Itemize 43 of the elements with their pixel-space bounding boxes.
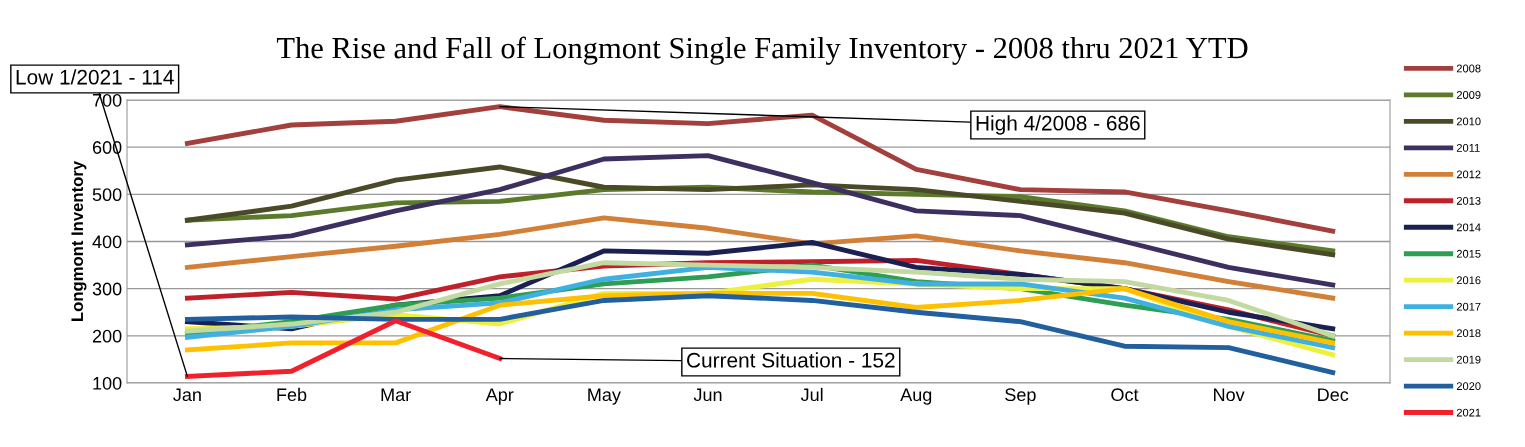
legend-label: 2013 <box>1456 196 1481 205</box>
legend-label: 2010 <box>1456 117 1481 126</box>
legend-label: 2008 <box>1456 64 1481 73</box>
y-tick-label: 100 <box>93 376 122 390</box>
legend-label: 2011 <box>1456 143 1480 152</box>
line-series <box>184 318 503 379</box>
legend-label: 2016 <box>1456 276 1481 285</box>
y-tick-label: 300 <box>92 282 122 296</box>
line-series <box>184 164 1336 258</box>
y-tick-label: 500 <box>92 188 122 202</box>
x-tick-label: Nov <box>1214 388 1245 402</box>
x-tick-label: Mar <box>381 388 411 402</box>
y-tick-label: 400 <box>92 235 122 249</box>
x-tick-label: Aug <box>900 388 932 405</box>
line-series <box>184 215 1336 301</box>
x-tick-label: Sep <box>1005 388 1036 405</box>
legend-label: 2020 <box>1456 382 1481 391</box>
legend-label: 2014 <box>1456 223 1481 232</box>
x-tick-label: Jun <box>693 388 722 402</box>
legend-label: 2017 <box>1456 302 1481 311</box>
legend-label: 2015 <box>1456 249 1481 258</box>
line-series <box>184 153 1336 288</box>
legend-label: 2018 <box>1456 329 1481 338</box>
legend-label: 2012 <box>1456 170 1481 179</box>
annotation: Low 1/2021 - 114 <box>16 69 174 85</box>
x-tick-label: Feb <box>277 387 307 402</box>
x-tick-label: Jul <box>800 387 823 402</box>
y-axis-title: Longmont Inventory <box>71 161 87 321</box>
annotation: Current Situation - 152 <box>687 352 895 368</box>
annotation: High 4/2008 - 686 <box>976 115 1140 135</box>
chart-title: The Rise and Fall of Longmont Single Family Inventory - 2008 thru 2021 YTD <box>276 36 1248 65</box>
line-series <box>184 293 1336 376</box>
line-series <box>184 286 1336 353</box>
legend-label: 2019 <box>1456 355 1481 364</box>
y-tick-label: 200 <box>92 329 122 343</box>
x-tick-label: Dec <box>1318 388 1349 402</box>
x-tick-label: Jan <box>173 388 201 402</box>
x-tick-label: May <box>588 388 621 405</box>
x-tick-label: Apr <box>485 388 514 405</box>
line-series <box>184 104 1336 234</box>
legend-label: 2021 <box>1456 408 1481 417</box>
legend-label: 2009 <box>1456 91 1481 99</box>
x-tick-label: Oct <box>1111 388 1139 402</box>
